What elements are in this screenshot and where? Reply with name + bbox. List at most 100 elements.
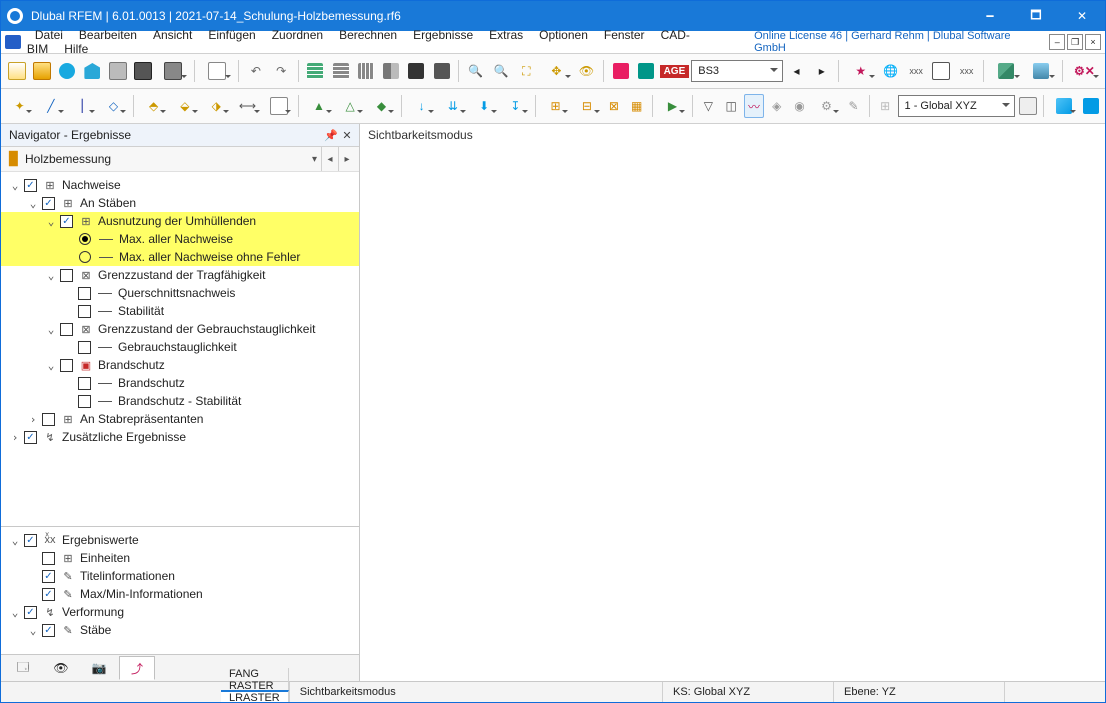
tb-xxx-button[interactable]: x͏xx — [904, 59, 927, 83]
tb2-filter-button[interactable]: ▽ — [698, 94, 719, 118]
tree-row[interactable]: Max. aller Nachweise — [1, 230, 359, 248]
tb-next-lc-button[interactable]: ▸ — [810, 59, 833, 83]
tb-table2-button[interactable] — [329, 59, 352, 83]
tb-pan-button[interactable]: ✥ — [540, 59, 573, 83]
tb2-load4-button[interactable]: ↧ — [501, 94, 530, 118]
tb-prev-lc-button[interactable]: ◂ — [785, 59, 808, 83]
nav-tab-views[interactable]: 📷 — [81, 656, 117, 680]
checkbox[interactable] — [78, 341, 91, 354]
tb-redo-button[interactable]: ↷ — [270, 59, 293, 83]
tb2-member-button[interactable]: ⎮ — [68, 94, 97, 118]
tb-xxx2-button[interactable]: x͏xx — [955, 59, 978, 83]
checkbox[interactable] — [24, 534, 37, 547]
tb2-t2-button[interactable]: ⬙ — [170, 94, 199, 118]
tb2-t3-button[interactable]: ⬗ — [202, 94, 231, 118]
panel-close-icon[interactable]: ✕ — [339, 127, 355, 143]
expander-icon[interactable]: ⌄ — [45, 215, 57, 228]
checkbox[interactable] — [78, 287, 91, 300]
navigator-addon-combo[interactable]: ▉ Holzbemessung ▾ ◂ ▸ — [1, 147, 359, 172]
checkbox[interactable] — [42, 624, 55, 637]
tb2-mesh3-button[interactable]: ⊠ — [604, 94, 625, 118]
tb-zoom2-button[interactable]: 🔍 — [489, 59, 512, 83]
menu-fenster[interactable]: Fenster — [596, 26, 653, 44]
tb-model-button[interactable] — [81, 59, 104, 83]
coord-system-combo[interactable]: 1 - Global XYZ — [898, 95, 1016, 117]
expander-icon[interactable]: ⌄ — [9, 534, 21, 547]
checkbox[interactable] — [78, 377, 91, 390]
tb-globe-button[interactable]: 🌐 — [879, 59, 902, 83]
tb-render-button[interactable] — [1024, 59, 1057, 83]
expander-icon[interactable]: ⌄ — [9, 606, 21, 619]
expander-icon[interactable]: ⌄ — [27, 197, 39, 210]
tree-row[interactable]: ✎Titelinformationen — [1, 567, 359, 585]
tb2-s4-button[interactable]: ✎ — [843, 94, 864, 118]
mdi-close-button[interactable]: × — [1085, 34, 1101, 50]
expander-icon[interactable]: ⌄ — [9, 179, 21, 192]
checkbox[interactable] — [60, 269, 73, 282]
checkbox[interactable] — [60, 215, 73, 228]
tb2-mesh2-button[interactable]: ⊟ — [572, 94, 601, 118]
checkbox[interactable] — [24, 606, 37, 619]
tb2-sup3-button[interactable]: ◆ — [367, 94, 396, 118]
menu-ergebnisse[interactable]: Ergebnisse — [405, 26, 481, 44]
tb-zoom1-button[interactable]: 🔍 — [464, 59, 487, 83]
expander-icon[interactable]: ⌄ — [45, 323, 57, 336]
mdi-minimize-button[interactable]: – — [1049, 34, 1065, 50]
tb2-grid-button[interactable]: ⊞ — [875, 94, 896, 118]
tree-row[interactable]: ⌄✎Stäbe — [1, 621, 359, 639]
tb-report-button[interactable] — [200, 59, 233, 83]
tree-row[interactable]: Brandschutz - Stabilität — [1, 392, 359, 410]
tree-row[interactable]: ⊞Einheiten — [1, 549, 359, 567]
tb-frame-button[interactable] — [930, 59, 953, 83]
pin-icon[interactable]: 📌 — [323, 127, 339, 143]
tb2-s1-button[interactable]: ◈ — [766, 94, 787, 118]
tb2-s2-button[interactable]: ◉ — [789, 94, 810, 118]
tb-lc1-button[interactable] — [609, 59, 632, 83]
tb2-load3-button[interactable]: ⬇ — [470, 94, 499, 118]
expander-icon[interactable]: › — [9, 431, 21, 444]
mdi-restore-button[interactable]: ❐ — [1067, 34, 1083, 50]
tree-row[interactable]: Querschnittsnachweis — [1, 284, 359, 302]
checkbox[interactable] — [24, 431, 37, 444]
tb-table1-button[interactable] — [304, 59, 327, 83]
maximize-button[interactable]: 🗖 — [1013, 1, 1059, 31]
system-menu-icon[interactable] — [5, 35, 21, 49]
menu-extras[interactable]: Extras — [481, 26, 531, 44]
tb2-load2-button[interactable]: ⇊ — [438, 94, 467, 118]
tb2-cs-button[interactable] — [1017, 94, 1038, 118]
tb2-diagram-button[interactable]: 〰 — [744, 94, 765, 118]
status-tab-fang[interactable]: FANG — [221, 668, 289, 680]
minimize-button[interactable]: 🗕 — [967, 1, 1013, 31]
nav-next-button[interactable]: ▸ — [338, 147, 355, 171]
tree-row[interactable]: Max. aller Nachweise ohne Fehler — [1, 248, 359, 266]
tb-help-button[interactable]: ⚙✕ — [1068, 59, 1101, 83]
checkbox[interactable] — [42, 588, 55, 601]
tb2-doc-button[interactable] — [264, 94, 293, 118]
tree-row[interactable]: ⌄xͯxErgebniswerte — [1, 531, 359, 549]
tb2-dim-button[interactable]: ⟷ — [233, 94, 262, 118]
tree-row[interactable]: ⌄⊠Grenzzustand der Gebrauchstauglichkeit — [1, 320, 359, 338]
tb-cube-button[interactable] — [989, 59, 1022, 83]
tb-lc2-button[interactable] — [634, 59, 657, 83]
tb-copy-button[interactable] — [106, 59, 129, 83]
tb-script-button[interactable] — [405, 59, 428, 83]
expander-icon[interactable]: › — [27, 413, 39, 426]
tree-row[interactable]: ⌄⊞Ausnutzung der Umhüllenden — [1, 212, 359, 230]
tb-zoomfit-button[interactable]: ⛶ — [515, 59, 538, 83]
expander-icon[interactable]: ⌄ — [45, 269, 57, 282]
radio-button[interactable] — [79, 251, 91, 263]
tb2-mesh4-button[interactable]: ▦ — [626, 94, 647, 118]
status-tab-lraster[interactable]: LRASTER — [221, 690, 289, 703]
tree-row[interactable]: ✎Max/Min-Informationen — [1, 585, 359, 603]
tree-row[interactable]: ⌄⊞An Stäben — [1, 194, 359, 212]
menu-einfügen[interactable]: Einfügen — [200, 26, 263, 44]
tb2-mesh1-button[interactable]: ⊞ — [541, 94, 570, 118]
nav-tab-data[interactable]: 🗔 — [5, 656, 41, 680]
tb-view-button[interactable]: 👁 — [575, 59, 598, 83]
tb-table3-button[interactable] — [354, 59, 377, 83]
menu-optionen[interactable]: Optionen — [531, 26, 596, 44]
checkbox[interactable] — [60, 359, 73, 372]
tb2-section-button[interactable]: ◫ — [721, 94, 742, 118]
tb-cloud-button[interactable] — [56, 59, 79, 83]
tb2-plane-button[interactable] — [1049, 94, 1078, 118]
